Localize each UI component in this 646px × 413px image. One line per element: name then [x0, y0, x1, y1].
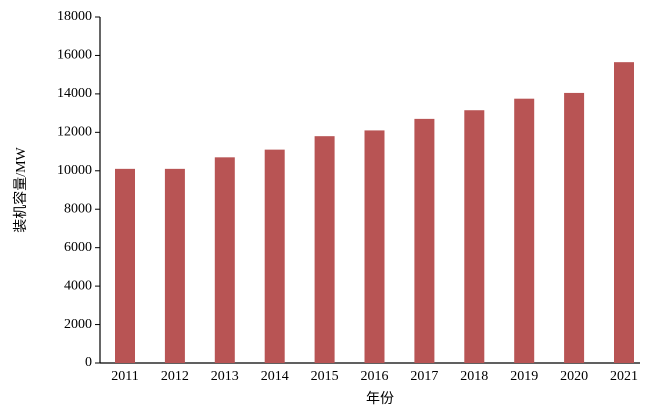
bar [414, 118, 435, 363]
bar [264, 149, 285, 363]
x-tick-label: 2016 [361, 369, 389, 384]
y-tick-label: 16000 [57, 48, 92, 63]
bar [115, 168, 135, 363]
y-axis-label: 装机容量/MW [12, 146, 29, 232]
y-tick-label: 2000 [64, 317, 92, 332]
y-tick-label: 8000 [64, 201, 92, 216]
y-tick-label: 18000 [57, 9, 92, 24]
y-tick-label: 4000 [64, 278, 92, 293]
x-tick-label: 2013 [211, 369, 239, 384]
bar [164, 168, 185, 363]
x-tick-label: 2018 [460, 369, 488, 384]
y-tick-label: 6000 [64, 240, 92, 255]
bar [564, 92, 585, 363]
bar [364, 130, 385, 363]
y-tick-label: 14000 [57, 86, 92, 101]
x-tick-label: 2014 [261, 369, 289, 384]
x-tick-label: 2017 [410, 369, 438, 384]
x-tick-label: 2020 [560, 369, 588, 384]
x-tick-label: 2011 [111, 369, 138, 384]
bar [614, 62, 634, 364]
x-tick-label: 2021 [610, 369, 638, 384]
x-tick-label: 2015 [311, 369, 339, 384]
x-tick-label: 2019 [510, 369, 538, 384]
bar [314, 136, 335, 363]
y-tick-label: 0 [85, 355, 92, 370]
y-tick-label: 12000 [57, 125, 92, 140]
y-tick-label: 10000 [57, 163, 92, 178]
x-axis-label: 年份 [366, 391, 394, 407]
x-tick-label: 2012 [161, 369, 189, 384]
bar [464, 110, 485, 363]
bar [514, 98, 535, 363]
bar [214, 157, 235, 363]
